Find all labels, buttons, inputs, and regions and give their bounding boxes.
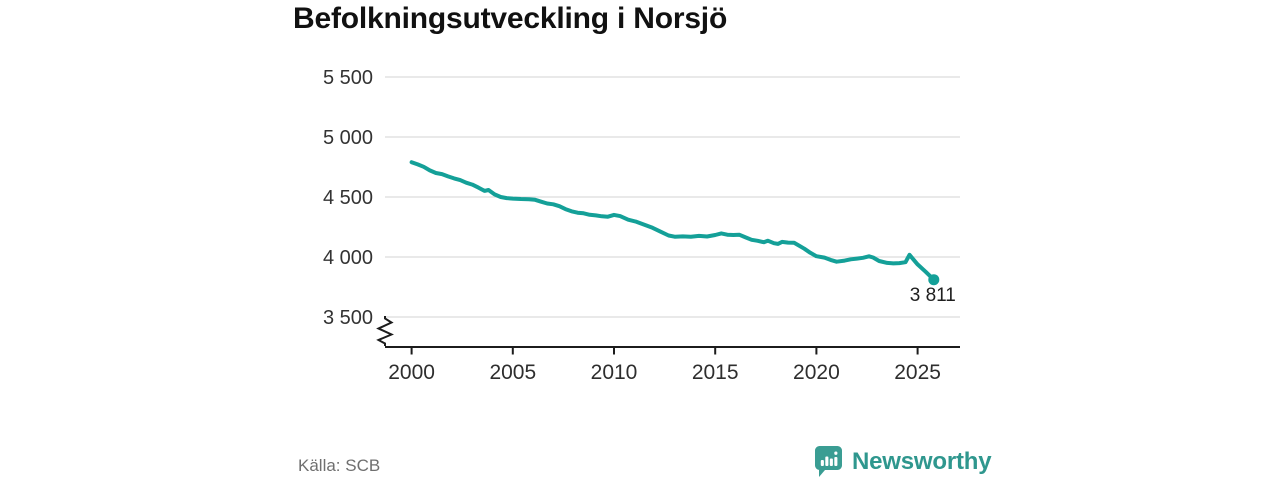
x-tick-label: 2025: [894, 361, 941, 384]
newsworthy-speech-bubble-bar-chart-icon: [815, 446, 842, 477]
y-axis-labels: 5 500 5 000 4 500 4 000 3 500: [323, 67, 373, 329]
x-axis-labels: 2000 2005 2010 2015 2020 2025: [388, 361, 941, 384]
x-tick-label: 2020: [793, 361, 840, 384]
y-tick-label: 5 000: [323, 127, 373, 149]
last-value-label: 3 811: [910, 285, 956, 306]
newsworthy-branding: Newsworthy: [814, 445, 992, 478]
y-tick-label: 5 500: [323, 67, 373, 89]
newsworthy-logo-text: Newsworthy: [852, 447, 992, 475]
page-title: Befolkningsutveckling i Norsjö: [293, 2, 728, 35]
source-note: Källa: SCB: [298, 456, 381, 475]
last-data-point-marker: [928, 274, 940, 286]
x-axis-ticks: [410, 347, 919, 355]
y-tick-label: 4 000: [323, 247, 373, 269]
x-tick-label: 2015: [692, 361, 739, 384]
gridlines: [385, 76, 960, 318]
y-axis-break-icon: [376, 316, 394, 346]
y-tick-label: 4 500: [323, 187, 373, 209]
x-tick-label: 2005: [489, 361, 536, 384]
x-tick-label: 2000: [388, 361, 435, 384]
x-tick-label: 2010: [591, 361, 638, 384]
y-tick-label: 3 500: [323, 307, 373, 329]
population-line: [409, 160, 936, 282]
